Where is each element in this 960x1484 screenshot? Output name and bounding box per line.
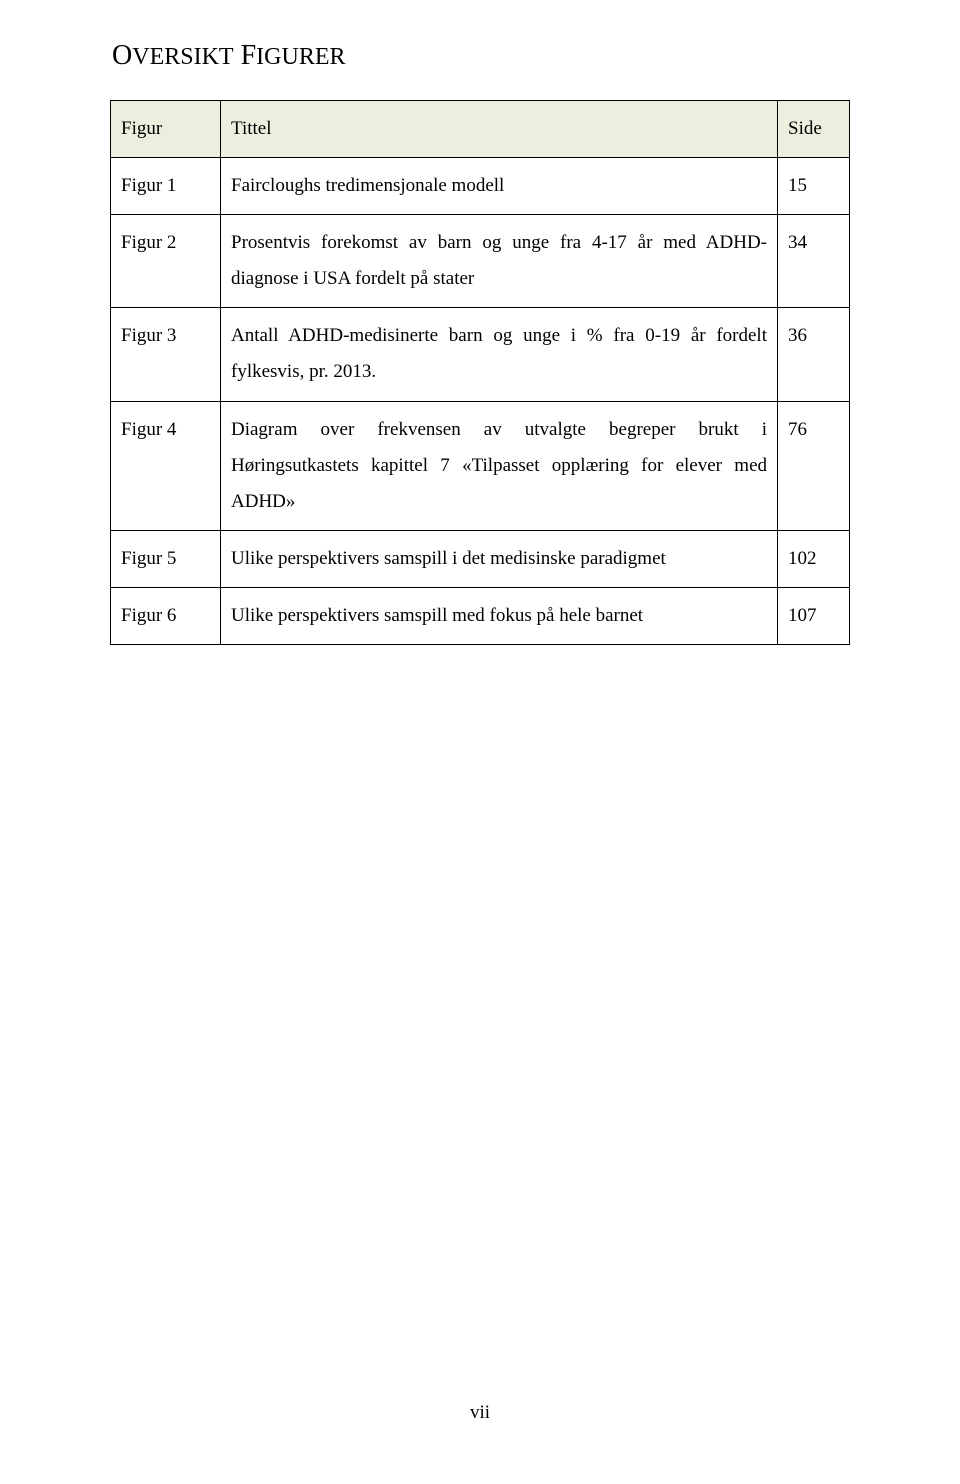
cell-tittel: Diagram over frekvensen av utvalgte begr…	[221, 401, 778, 530]
col-header-side: Side	[778, 101, 850, 158]
heading-rest-2: IGURER	[256, 44, 345, 70]
cell-tittel: Ulike perspektivers samspill med fokus p…	[221, 587, 778, 644]
cell-figur: Figur 3	[111, 308, 221, 401]
page: OVERSIKT FIGURER Figur Tittel Side Figur…	[0, 0, 960, 1484]
cell-figur: Figur 1	[111, 158, 221, 215]
table-header-row: Figur Tittel Side	[111, 101, 850, 158]
page-footer: vii	[0, 1402, 960, 1424]
cell-figur: Figur 2	[111, 215, 221, 308]
heading-cap-1: O	[112, 40, 132, 71]
cell-side: 76	[778, 401, 850, 530]
cell-side: 34	[778, 215, 850, 308]
table-row: Figur 6 Ulike perspektivers samspill med…	[111, 587, 850, 644]
col-header-tittel: Tittel	[221, 101, 778, 158]
table-row: Figur 4 Diagram over frekvensen av utval…	[111, 401, 850, 530]
cell-tittel: Antall ADHD-medisinerte barn og unge i %…	[221, 308, 778, 401]
cell-tittel: Faircloughs tredimensjonale modell	[221, 158, 778, 215]
cell-figur: Figur 6	[111, 587, 221, 644]
table-row: Figur 3 Antall ADHD-medisinerte barn og …	[111, 308, 850, 401]
cell-figur: Figur 5	[111, 530, 221, 587]
table-row: Figur 5 Ulike perspektivers samspill i d…	[111, 530, 850, 587]
cell-figur: Figur 4	[111, 401, 221, 530]
page-number: vii	[470, 1402, 490, 1423]
heading-cap-2: F	[234, 40, 257, 71]
table-row: Figur 1 Faircloughs tredimensjonale mode…	[111, 158, 850, 215]
page-heading: OVERSIKT FIGURER	[112, 40, 850, 72]
cell-side: 36	[778, 308, 850, 401]
cell-tittel: Ulike perspektivers samspill i det medis…	[221, 530, 778, 587]
cell-side: 102	[778, 530, 850, 587]
figures-table: Figur Tittel Side Figur 1 Faircloughs tr…	[110, 100, 850, 645]
col-header-figur: Figur	[111, 101, 221, 158]
cell-tittel: Prosentvis forekomst av barn og unge fra…	[221, 215, 778, 308]
table-row: Figur 2 Prosentvis forekomst av barn og …	[111, 215, 850, 308]
heading-rest-1: VERSIKT	[132, 44, 233, 70]
cell-side: 107	[778, 587, 850, 644]
cell-side: 15	[778, 158, 850, 215]
